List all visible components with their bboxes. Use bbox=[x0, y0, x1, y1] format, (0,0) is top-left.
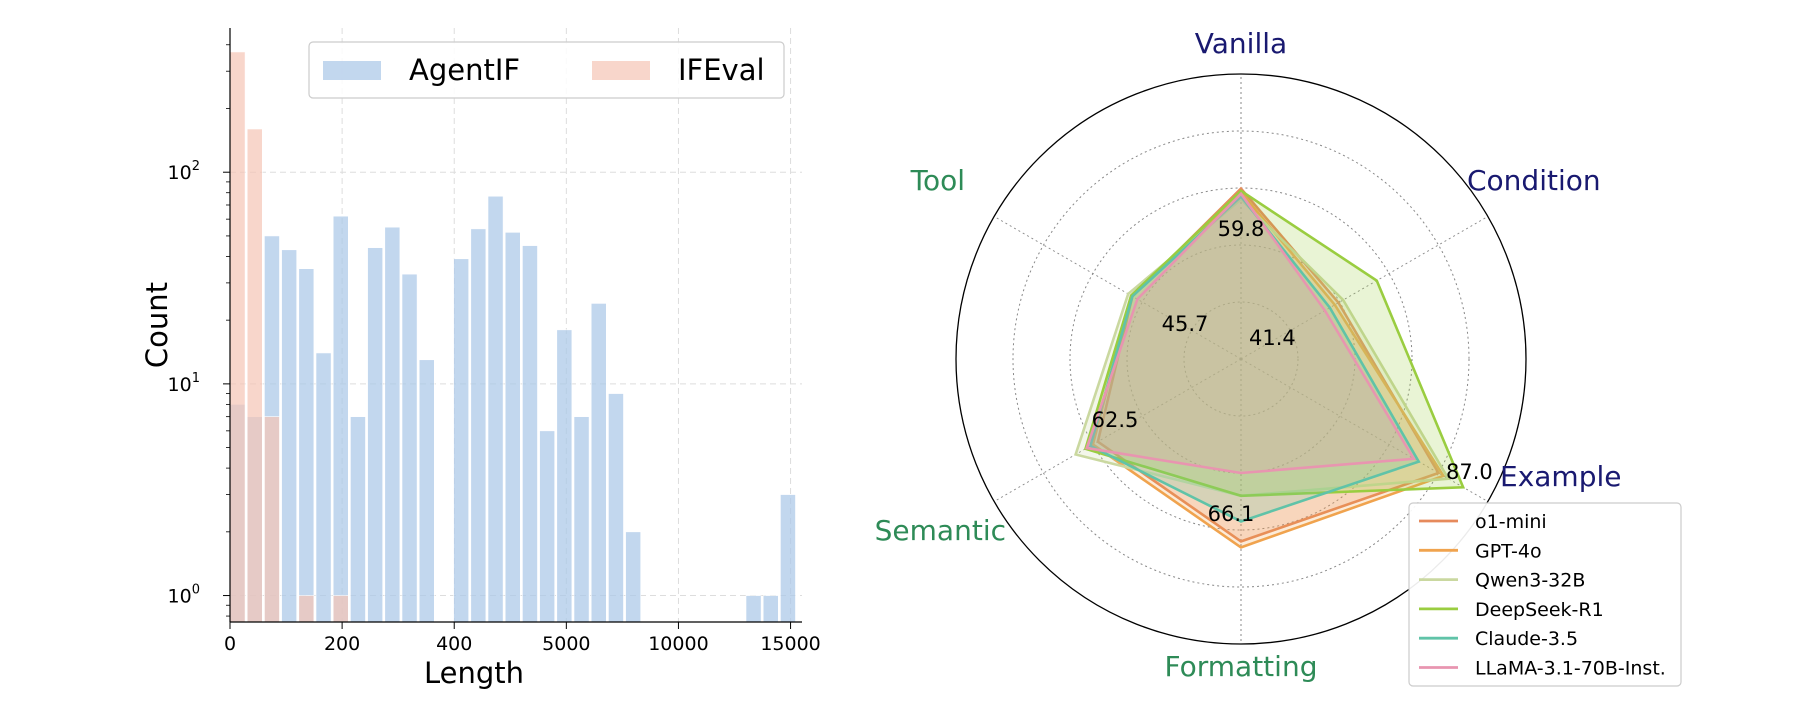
hist-y-tick-exponent: 1 bbox=[192, 371, 200, 386]
hist-x-tick-label: 200 bbox=[324, 633, 360, 655]
hist-bar-ifeval-b05 bbox=[298, 595, 315, 623]
radar-legend-label: DeepSeek-R1 bbox=[1475, 599, 1604, 621]
radar-axis-labels: Vanilla Condition Example Formatting Semanti… bbox=[875, 27, 1622, 683]
radar-legend-label: GPT-4o bbox=[1475, 540, 1542, 562]
hist-bar-agentif-b32 bbox=[762, 595, 779, 623]
radar-legend-label: LLaMA-3.1-70B-Inst. bbox=[1475, 658, 1666, 680]
hist-y-tick-label: 101 bbox=[168, 371, 200, 396]
hist-bar-ifeval-b01 bbox=[229, 51, 246, 623]
hist-bar-agentif-b17 bbox=[504, 232, 521, 623]
radar-series-deepseek-r1 bbox=[1083, 189, 1466, 498]
radar-legend: o1-mini GPT-4o Qwen3-32B DeepSeek-R1 Claude-… bbox=[1408, 502, 1682, 687]
hist-legend-swatch-ifeval bbox=[592, 61, 650, 80]
hist-bar-agentif-b09 bbox=[367, 247, 384, 623]
radar-series-llama-3-1-70b-inst- bbox=[1085, 191, 1416, 475]
hist-bar-agentif-b31 bbox=[745, 595, 762, 623]
hist-x-tick-label: 15000 bbox=[760, 633, 820, 655]
hist-legend-label-agentif: AgentIF bbox=[409, 53, 520, 87]
radar-axis-label-condition: Condition bbox=[1467, 164, 1601, 197]
hist-bar-agentif-b24 bbox=[625, 531, 641, 623]
hist-bar-agentif-b07 bbox=[332, 215, 349, 623]
radar-axis-label-vanilla: Vanilla bbox=[1195, 27, 1287, 60]
radar-value-annotation: 87.0 bbox=[1446, 460, 1493, 484]
radar-axis-label-semantic: Semantic bbox=[875, 514, 1006, 547]
hist-x-axis-label: Length bbox=[424, 656, 524, 690]
radar-value-annotation: 45.7 bbox=[1162, 312, 1209, 336]
hist-bar-agentif-b12 bbox=[418, 359, 435, 623]
hist-legend: AgentIF IFEval bbox=[308, 41, 785, 99]
hist-bar-agentif-b20 bbox=[556, 329, 573, 623]
radar-series bbox=[1073, 186, 1466, 549]
hist-x-ticks: 0 200 400 5000 10000 15000 bbox=[224, 622, 821, 655]
hist-bar-agentif-b04 bbox=[281, 249, 298, 623]
hist-legend-frame bbox=[308, 41, 785, 99]
radar-axis-label-formatting: Formatting bbox=[1165, 650, 1318, 683]
hist-bar-agentif-b21 bbox=[573, 416, 590, 623]
radar-legend-items: o1-mini GPT-4o Qwen3-32B DeepSeek-R1 Claude-… bbox=[1419, 511, 1666, 680]
hist-bar-agentif-b18 bbox=[522, 245, 538, 623]
hist-bar-agentif-b23 bbox=[608, 393, 624, 623]
radar-grid-ring bbox=[1012, 130, 1470, 588]
hist-bar-agentif-b10 bbox=[384, 226, 401, 623]
hist-bar-agentif-b16 bbox=[487, 195, 504, 623]
hist-y-tick-label: 100 bbox=[168, 583, 200, 608]
hist-bar-agentif-b05 bbox=[298, 268, 315, 623]
hist-y-minor-ticks bbox=[226, 44, 230, 617]
radar-value-annotation: 59.8 bbox=[1218, 217, 1265, 241]
hist-bar-agentif-b33 bbox=[780, 494, 796, 623]
radar-axis-label-example: Example bbox=[1500, 460, 1621, 493]
hist-bar-ifeval-b07 bbox=[332, 595, 349, 623]
hist-bar-agentif-b08 bbox=[350, 416, 366, 623]
hist-x-tick-label: 5000 bbox=[542, 633, 590, 655]
radar-value-annotation: 66.1 bbox=[1208, 502, 1255, 526]
hist-y-axis-label: Count bbox=[140, 282, 174, 368]
hist-bar-agentif-b19 bbox=[539, 430, 555, 623]
hist-legend-swatch-agentif bbox=[323, 61, 381, 80]
hist-x-tick-label: 10000 bbox=[648, 633, 708, 655]
hist-bar-ifeval-b03 bbox=[264, 416, 280, 623]
hist-bar-agentif-b15 bbox=[470, 228, 487, 623]
radar-legend-frame bbox=[1408, 502, 1682, 687]
hist-x-tick-label: 400 bbox=[436, 633, 472, 655]
hist-bar-agentif-b14 bbox=[453, 258, 470, 623]
radar-legend-label: Qwen3-32B bbox=[1475, 570, 1585, 592]
hist-y-tick-label: 102 bbox=[168, 159, 200, 184]
hist-bar-agentif-b11 bbox=[401, 273, 418, 623]
hist-bar-agentif-b22 bbox=[590, 303, 607, 623]
radar-value-annotation: 62.5 bbox=[1092, 408, 1139, 432]
radar-annotations: 59.8 41.4 87.0 66.1 62.5 45.7 bbox=[1092, 217, 1493, 526]
hist-y-tick-exponent: 2 bbox=[192, 159, 200, 174]
hist-bar-ifeval-b02 bbox=[246, 128, 263, 623]
radar-outer-circle bbox=[955, 73, 1527, 645]
radar-legend-label: Claude-3.5 bbox=[1475, 628, 1578, 650]
radar-grid-ring bbox=[1183, 301, 1299, 417]
radar-legend-label: o1-mini bbox=[1475, 511, 1547, 533]
histogram-bars bbox=[229, 51, 796, 623]
radar-series-claude-3-5 bbox=[1088, 194, 1421, 523]
radar-chart: Vanilla Condition Example Formatting Semanti… bbox=[875, 27, 1682, 687]
hist-x-tick-label: 0 bbox=[224, 633, 236, 655]
hist-bar-agentif-b06 bbox=[315, 352, 332, 623]
radar-axis-label-tool: Tool bbox=[910, 164, 965, 197]
hist-legend-label-ifeval: IFEval bbox=[678, 53, 765, 87]
hist-y-tick-exponent: 0 bbox=[192, 583, 200, 598]
radar-value-annotation: 41.4 bbox=[1249, 326, 1296, 350]
